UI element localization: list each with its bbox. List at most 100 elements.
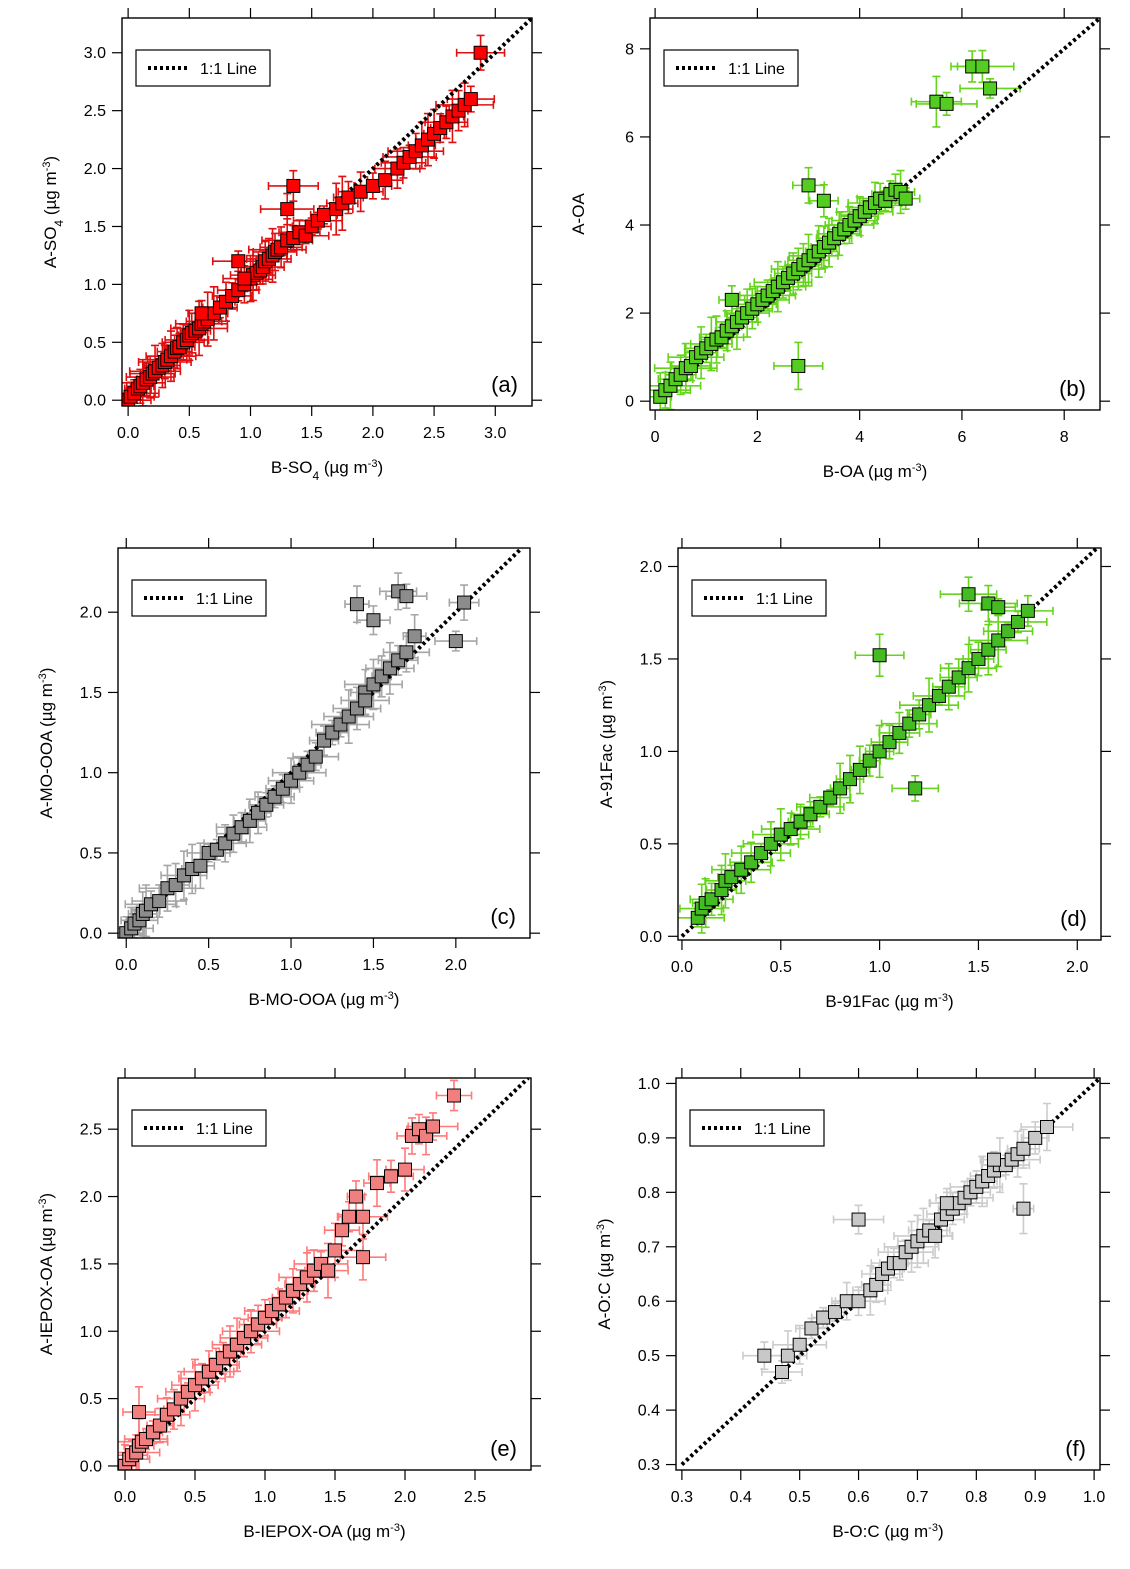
y-axis-label: A-OA (569, 193, 588, 235)
axis-label-prefix: A-SO (41, 227, 60, 269)
axis-label-prefix: A-MO-OOA (37, 730, 56, 818)
data-point (839, 1294, 854, 1309)
data-point (384, 1169, 398, 1184)
axis-label-unit: (µg m (890, 992, 939, 1011)
plot-frame (117, 547, 531, 939)
axis-label-unit: (µg m (595, 1234, 614, 1283)
y-tick-label: 1.5 (84, 219, 106, 236)
ticks (668, 538, 1111, 950)
axis-label-prefix: B-IEPOX-OA (243, 1522, 343, 1541)
x-axis-label: B-OA (µg m-3) (823, 462, 928, 481)
panel-c: 0.0 0.5 1.0 1.5 2.0 0.0 0.5 1.0 1.5 2.0 B-MO-OOA (… (37, 538, 540, 1009)
data-point (447, 1088, 461, 1103)
y-tick-label: 0.7 (638, 1239, 660, 1256)
data-point (908, 781, 923, 796)
axis-label-prefix: B-91Fac (825, 992, 890, 1011)
data-point (1020, 603, 1035, 618)
x-tick-label: 0 (651, 429, 660, 446)
y-tick-label: 0.3 (638, 1457, 660, 1474)
x-tick-label: 2.0 (1066, 959, 1088, 976)
x-tick-label: 1.0 (280, 957, 302, 974)
x-tick-label: 6 (957, 429, 966, 446)
x-tick-label: 0.5 (184, 1489, 206, 1506)
y-tick-label: 0.5 (84, 335, 106, 352)
legend: 1:1 Line (131, 579, 267, 617)
legend-label: 1:1 Line (754, 1121, 811, 1138)
y-tick-label: 3.0 (84, 45, 106, 62)
axis-label-prefix: A-OA (569, 193, 588, 235)
x-tick-label: 0.4 (730, 1489, 752, 1506)
data-point (939, 96, 954, 111)
x-tick-label: 2.5 (423, 425, 445, 442)
data-point (961, 587, 976, 602)
axis-label-prefix: B-MO-OOA (249, 990, 337, 1009)
axis-label-close: ) (922, 462, 928, 481)
data-point (321, 1263, 335, 1278)
data-point (724, 292, 739, 307)
plot-frame (117, 1077, 532, 1471)
data-point (342, 1209, 356, 1224)
panel-e: 0.0 0.5 1.0 1.5 2.0 2.5 0.0 0.5 1.0 1.5 2.0 2.5 B-IE… (37, 1068, 541, 1541)
data-point (1028, 1130, 1043, 1145)
legend-box (663, 49, 799, 87)
y-tick-label: 0.5 (80, 845, 102, 862)
data-markers (757, 1120, 1054, 1379)
x-tick-label: 1.0 (254, 1489, 276, 1506)
axis-label-close: ) (597, 680, 616, 686)
panel-label: (f) (1065, 1436, 1086, 1461)
y-tick-label: 2.0 (84, 161, 106, 178)
data-point (426, 1119, 440, 1134)
x-tick-label: 0.7 (906, 1489, 928, 1506)
data-point (349, 597, 364, 612)
data-point (328, 1243, 342, 1258)
y-tick-label: 0.0 (640, 929, 662, 946)
y-tick-label: 0 (625, 394, 634, 411)
data-point (457, 595, 472, 610)
y-tick-label: 2 (625, 306, 634, 323)
plot-frame (677, 547, 1102, 941)
panel-d: 0.0 0.5 1.0 1.5 2.0 0.0 0.5 1.0 1.5 2.0 B-91Fac (µ… (597, 538, 1111, 1011)
panel-label: (e) (490, 1436, 517, 1461)
axis-label-sup: -3 (928, 1522, 938, 1534)
x-tick-label: 2.0 (445, 957, 467, 974)
x-tick-label: 0.0 (117, 425, 139, 442)
data-point (1010, 614, 1025, 629)
x-tick-label: 1.5 (967, 959, 989, 976)
data-point (851, 1212, 866, 1227)
y-tick-label: 1.5 (80, 685, 102, 702)
y-tick-label: 1.5 (640, 651, 662, 668)
y-tick-label: 2.0 (80, 605, 102, 622)
plot-area (118, 1078, 530, 1470)
legend: 1:1 Line (135, 49, 271, 87)
plot-area (118, 548, 524, 938)
y-tick-label: 1.0 (638, 1076, 660, 1093)
y-axis-label: A-MO-OOA (µg m-3) (37, 668, 56, 819)
legend-label: 1:1 Line (756, 591, 813, 608)
data-point (987, 1152, 1001, 1167)
axis-label-close: ) (377, 458, 383, 477)
x-tick-label: 0.3 (671, 1489, 693, 1506)
x-tick-label: 1.5 (362, 957, 384, 974)
data-point (816, 193, 831, 208)
y-tick-label: 0.4 (638, 1403, 660, 1420)
y-tick-label: 2.5 (80, 1122, 102, 1139)
x-axis-label: B-IEPOX-OA (µg m-3) (243, 1522, 405, 1541)
panel-f: 0.3 0.4 0.5 0.6 0.7 0.8 0.9 1.0 0.3 0.4 0.5 0.6 0.7 0… (595, 1068, 1110, 1541)
data-point (804, 1321, 819, 1336)
panel-b: 0 2 4 6 8 0 2 4 6 8 B-OA (µg m-3) A-OA 1:1 Line (b) (569, 8, 1110, 481)
x-axis-label: B-MO-OOA (µg m-3) (249, 990, 400, 1009)
y-tick-label: 2.0 (640, 559, 662, 576)
legend: 1:1 Line (691, 579, 827, 617)
axis-label-sup: -3 (390, 1522, 400, 1534)
y-axis-label: A-91Fac (µg m-3) (597, 680, 616, 808)
legend-box (689, 1109, 825, 1147)
legend: 1:1 Line (663, 49, 799, 87)
legend: 1:1 Line (689, 1109, 825, 1147)
data-point (791, 358, 806, 373)
axis-label-prefix: B-O:C (832, 1522, 879, 1541)
axis-label-close: ) (400, 1522, 406, 1541)
data-point (975, 59, 990, 74)
x-tick-label: 0.0 (115, 957, 137, 974)
data-point (193, 858, 208, 873)
y-tick-label: 0.9 (638, 1130, 660, 1147)
